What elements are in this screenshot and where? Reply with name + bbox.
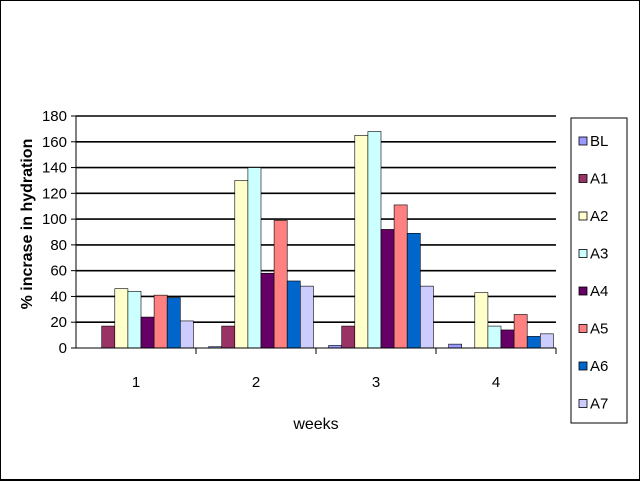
legend-swatch-a3 <box>578 249 588 258</box>
bar-a3-week-2 <box>247 167 262 349</box>
y-tick-label: 60 <box>50 263 67 280</box>
bar-a2-week-4 <box>474 292 489 349</box>
legend-swatch-a7 <box>578 399 588 408</box>
bar-a2-week-1 <box>114 288 129 349</box>
y-tick-label: 100 <box>42 211 67 228</box>
bar-a7-week-2 <box>299 285 314 349</box>
legend-label-a2: A2 <box>590 208 608 225</box>
bar-a4-week-2 <box>260 272 275 349</box>
axes <box>71 115 557 354</box>
legend-label-a7: A7 <box>590 396 608 413</box>
bar-a1-week-1 <box>101 325 116 349</box>
bar-a7-week-1 <box>180 320 194 349</box>
y-tick-label: 20 <box>50 314 67 331</box>
bar-a5-week-4 <box>513 314 528 349</box>
legend-label-bl: BL <box>590 133 608 150</box>
legend-swatch-a6 <box>578 361 588 371</box>
legend-swatch-bl <box>578 136 588 146</box>
bar-a4-week-3 <box>380 229 395 349</box>
y-tick-label: 0 <box>59 340 67 357</box>
legend-label-a5: A5 <box>590 321 608 338</box>
y-tick-label: 180 <box>42 108 67 125</box>
bar-bl-week-4 <box>448 343 463 349</box>
legend: BL A1 A2 A3 A4 A5 A6 A7 <box>570 117 628 424</box>
legend-swatch-a1 <box>578 174 588 183</box>
bar-a5-week-3 <box>393 204 408 349</box>
legend-label-a1: A1 <box>590 171 608 188</box>
legend-swatch-a5 <box>578 324 588 333</box>
bar-a5-week-2 <box>273 220 288 349</box>
legend-box <box>570 117 628 424</box>
y-axis-title: % incrase in hydration <box>19 139 36 310</box>
bars <box>101 131 554 349</box>
tick-labels: 0 20 40 60 80 100 120 140 160 180 1 2 3 4 <box>42 108 500 391</box>
x-axis-title: weeks <box>292 416 338 433</box>
x-tick-label: 1 <box>132 374 140 391</box>
bar-a6-week-2 <box>286 280 301 349</box>
x-tick-label: 3 <box>372 374 380 391</box>
bar-a5-week-1 <box>153 294 168 349</box>
legend-label-a6: A6 <box>590 358 608 375</box>
y-tick-label: 40 <box>50 288 67 305</box>
bar-a7-week-3 <box>419 285 434 349</box>
bar-a2-week-2 <box>234 180 249 349</box>
bar-a1-week-2 <box>221 325 236 349</box>
bar-a6-week-4 <box>526 336 541 349</box>
gridlines <box>76 115 556 324</box>
bar-a4-week-1 <box>140 316 155 349</box>
bar-a1-week-3 <box>341 325 356 349</box>
y-tick-label: 80 <box>50 237 67 254</box>
y-tick-label: 120 <box>42 185 67 202</box>
bar-a2-week-3 <box>354 135 369 349</box>
bar-a4-week-4 <box>500 329 515 349</box>
bar-a3-week-3 <box>367 131 382 349</box>
x-tick-label: 4 <box>492 374 500 391</box>
bar-a7-week-4 <box>539 333 554 349</box>
x-tick-label: 2 <box>252 374 260 391</box>
legend-swatch-a2 <box>578 211 588 221</box>
legend-swatch-a4 <box>578 286 588 296</box>
bar-a6-week-1 <box>166 297 181 349</box>
y-tick-label: 160 <box>42 134 67 151</box>
bar-a3-week-1 <box>127 290 142 349</box>
y-tick-label: 140 <box>42 160 67 177</box>
bar-a6-week-3 <box>406 232 421 349</box>
bar-a3-week-4 <box>487 325 502 349</box>
legend-label-a3: A3 <box>590 246 608 263</box>
legend-label-a4: A4 <box>590 283 608 300</box>
